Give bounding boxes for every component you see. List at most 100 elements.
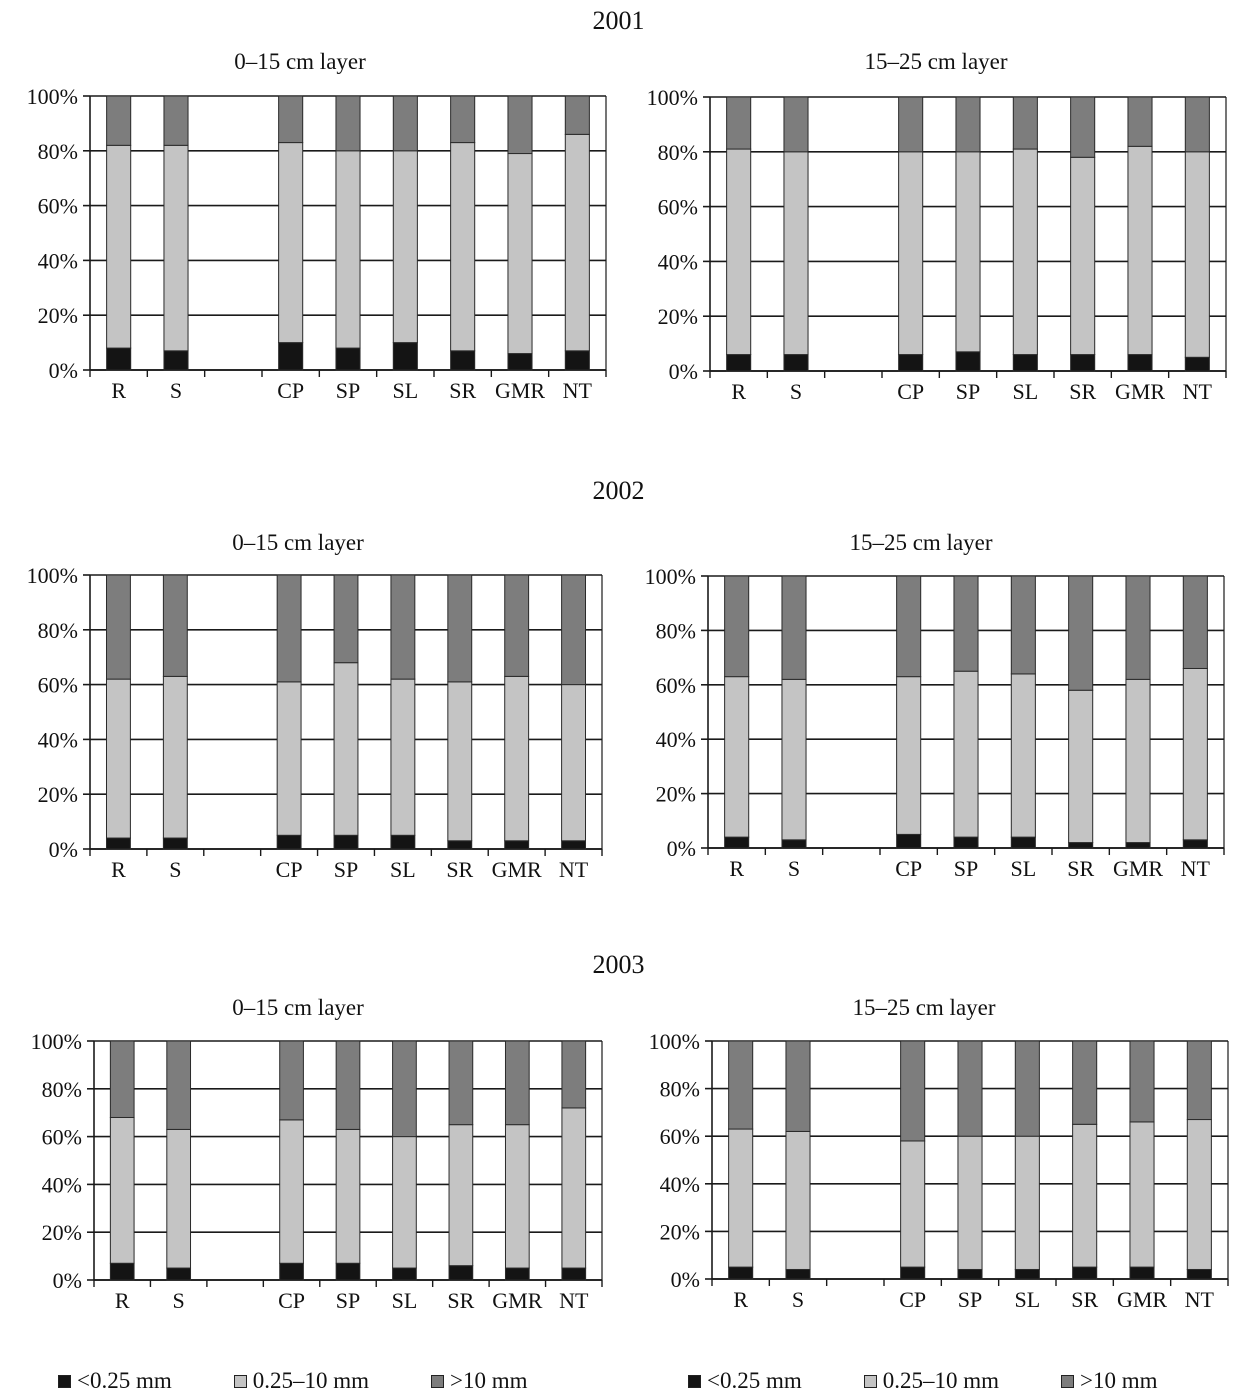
bar-segment [728,1040,754,1130]
y-tick-label: 40% [660,1172,700,1197]
y-tick-label: 100% [647,85,698,110]
x-tick-label: SR [446,857,473,882]
bar-segment [335,1040,361,1130]
bar-segment [1010,575,1036,675]
bar-segment [1014,1040,1040,1137]
y-tick-label: 0% [49,837,78,862]
bar-segment [1070,156,1096,356]
bar-segment [898,354,924,372]
legend-swatch-coarse [431,1374,445,1388]
bar-segment [896,833,922,849]
bar-segment [276,681,302,836]
bar-segment [507,353,533,371]
bar-segment [163,350,189,371]
x-tick-label: R [111,857,126,882]
bar-segment [278,342,304,371]
x-tick-label: CP [895,856,922,881]
bar-segment [1184,151,1210,358]
y-tick-label: 80% [38,618,78,643]
x-tick-label: GMR [1117,1287,1167,1312]
bar-segment [1068,575,1094,691]
bar-segment [785,1130,811,1270]
x-tick-label: SP [956,379,980,404]
x-tick-label: SL [392,1288,418,1313]
legend-label-coarse: >10 mm [1080,1368,1158,1393]
bar-segment [1125,842,1151,849]
y-tick-label: 100% [31,1029,82,1054]
y-tick-label: 80% [656,618,696,643]
bar-segment [561,684,587,842]
legend-item-fine: <0.25 mm [688,1368,802,1394]
x-tick-label: SR [449,378,476,403]
y-tick-label: 0% [667,836,696,861]
bar-segment [166,1128,192,1269]
y-tick-label: 0% [671,1267,700,1292]
y-tick-label: 100% [27,563,78,588]
bar-segment [278,142,304,344]
y-tick-label: 60% [658,195,698,220]
bar-segment [1010,673,1036,838]
bar-segment [1072,1266,1098,1280]
x-tick-label: CP [276,857,303,882]
x-tick-label: NT [559,857,589,882]
bar-segment [898,96,924,153]
bar-segment [1070,354,1096,372]
legend-label-medium: 0.25–10 mm [252,1368,370,1393]
bar-segment [561,1107,587,1269]
panel-title: 0–15 cm layer [234,49,366,74]
bar-segment [1129,1121,1155,1268]
bar-segment [724,575,750,678]
legend-swatch-coarse [1061,1374,1075,1388]
x-tick-label: S [788,856,800,881]
x-tick-label: R [733,1287,748,1312]
bar-segment [896,676,922,835]
bar-segment [783,354,809,372]
y-tick-label: 100% [645,564,696,589]
bar-segment [105,837,131,850]
legend-swatch-medium [233,1374,247,1388]
bar-segment [1182,575,1208,669]
bar-segment [781,839,807,849]
bar-segment [728,1266,754,1280]
bar-segment [1125,575,1151,680]
x-tick-label: R [729,856,744,881]
y-tick-label: 20% [38,782,78,807]
bar-segment [106,95,132,146]
bar-segment [392,1136,417,1269]
y-tick-label: 100% [649,1029,700,1054]
bar-segment [955,96,981,153]
x-tick-label: SR [1067,856,1094,881]
bar-segment [1068,689,1094,844]
bar-segment [448,1040,474,1126]
x-tick-label: R [731,379,746,404]
bar-segment [1186,1268,1212,1280]
panel-title: 15–25 cm layer [864,49,1007,74]
y-tick-label: 0% [669,359,698,384]
x-tick-label: CP [899,1287,926,1312]
y-tick-label: 20% [656,782,696,807]
bar-segment [1012,96,1038,150]
legend-item-coarse: >10 mm [431,1368,528,1394]
x-tick-label: SR [1069,379,1096,404]
bar-segment [390,678,416,836]
bar-segment [109,1262,135,1281]
bar-segment [1014,1268,1040,1280]
y-tick-label: 40% [38,727,78,752]
x-tick-label: SP [958,1287,982,1312]
bar-segment [335,1262,361,1281]
year-title-2002: 2002 [592,476,645,505]
bar-segment [447,681,473,842]
bar-segment [448,1124,474,1267]
x-tick-label: GMR [1115,379,1165,404]
y-tick-label: 40% [38,248,78,273]
bar-segment [953,575,979,672]
y-tick-label: 40% [656,727,696,752]
bar-segment [166,1267,192,1281]
bar-segment [447,840,473,850]
y-tick-label: 0% [53,1268,82,1293]
bar-segment [507,153,533,355]
bar-segment [279,1262,304,1281]
bar-segment [1129,1266,1155,1280]
x-tick-label: GMR [1113,856,1163,881]
bar-segment [1125,678,1151,844]
